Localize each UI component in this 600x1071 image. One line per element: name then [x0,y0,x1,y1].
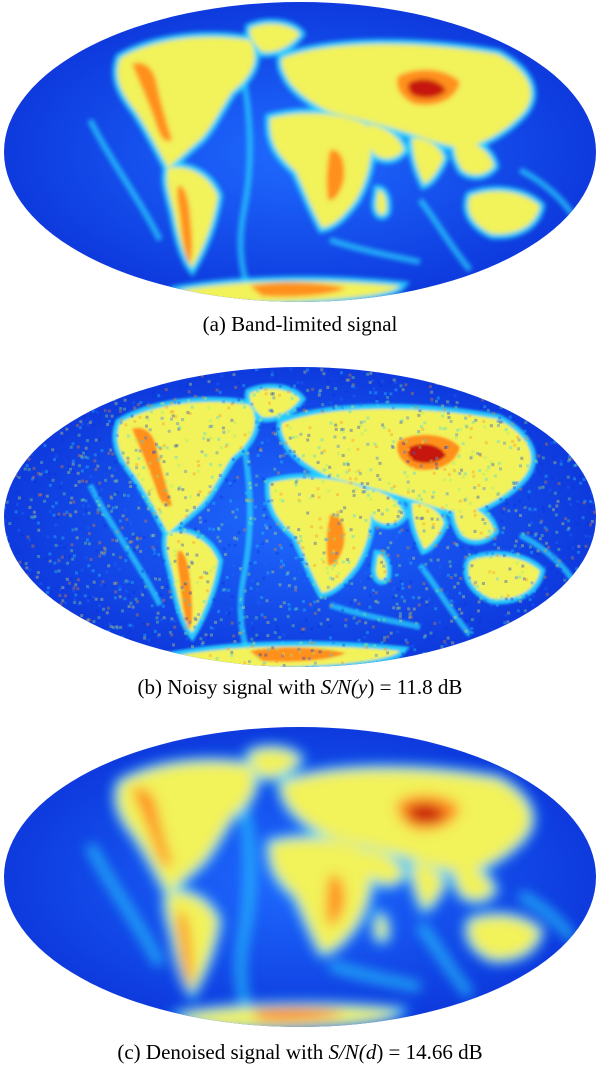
land-northAmerica [117,761,255,893]
caption-b-text: Noisy signal with [167,675,316,699]
land-arabia [367,124,404,159]
ocean-ridge [416,921,474,999]
highland-andes [177,910,193,989]
caption-a: (a) Band-limited signal [0,312,600,337]
land-seAsia [454,865,494,900]
land-africa [269,113,371,228]
caption-c: (c) Denoised signal with S/N(d) = 14.66 … [0,1040,600,1065]
highland-eastAfrica [326,874,345,926]
land-arabia [367,489,404,524]
land-india [412,863,444,909]
ocean-ridge [328,960,422,992]
highland-antPeak [250,282,346,297]
land-africa [269,838,371,953]
ocean-ridge [518,167,575,216]
caption-c-text: Denoised signal with [145,1040,324,1064]
highland-tibetPeak [407,804,446,823]
panel-a: (a) Band-limited signal [0,0,600,350]
ocean-ridge [329,237,421,265]
caption-b: (b) Noisy signal with S/N(y) = 11.8 dB [0,675,600,700]
highland-rockies [132,787,172,867]
highland-rockies [132,427,172,507]
ocean-ridge [87,118,163,242]
caption-b-snr-prefix: S/N( [320,675,359,699]
ocean-ridge [87,483,163,607]
land-madagascar [376,190,387,215]
ocean-ridge [518,532,575,581]
map-denoised [4,727,596,1027]
caption-a-text: Band-limited signal [231,312,398,336]
caption-b-snr-arg: y [358,675,368,699]
caption-c-snr-value: ) = 14.66 dB [376,1040,483,1064]
caption-c-snr-prefix: S/N( [328,1040,366,1064]
land-northAmerica [117,401,255,533]
ocean-ridge [417,198,473,272]
highland-rockies [132,62,172,142]
map-band-limited [4,2,596,302]
land-madagascar [376,555,387,580]
land-australia [468,191,540,235]
caption-c-snr-arg: d [365,1040,377,1064]
highland-eastAfrica [326,149,345,201]
land-seAsia [454,140,494,175]
panel-c: (c) Denoised signal with S/N(d) = 14.66 … [0,725,600,1071]
land-seAsia [454,505,494,540]
caption-c-label: (c) [117,1040,141,1064]
land-greenland [249,748,300,778]
highland-tibetPeak [407,444,446,463]
ocean-ridge [329,602,421,630]
land-northAmerica [117,36,255,169]
highland-antPeak [250,647,346,662]
land-india [412,138,444,184]
ocean-ridge [417,563,473,637]
land-australia [468,916,540,960]
caption-b-label: (b) [137,675,163,699]
land-madagascar [376,915,387,940]
ocean-ridge [517,890,577,942]
land-arabia [367,849,404,884]
land-greenland [249,388,300,418]
ocean-ridge [85,842,165,968]
highland-antPeak [250,1007,346,1022]
map-noisy [4,367,596,667]
land-greenland [249,23,300,53]
highland-andes [177,185,193,264]
caption-a-label: (a) [202,312,226,336]
caption-b-snr-value: ) = 11.8 dB [367,675,463,699]
land-india [412,503,444,549]
land-africa [269,478,371,593]
highland-tibetPeak [407,79,446,98]
panel-b: (b) Noisy signal with S/N(y) = 11.8 dB [0,365,600,715]
land-australia [468,556,540,600]
highland-andes [177,550,193,629]
highland-eastAfrica [326,514,345,566]
